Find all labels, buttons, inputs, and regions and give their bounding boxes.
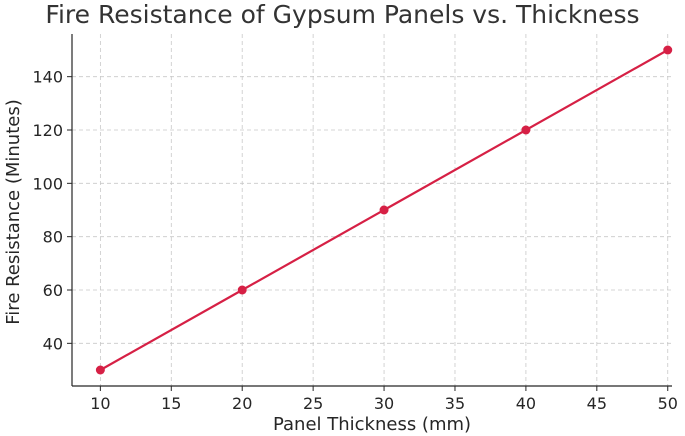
x-tick-label: 25 xyxy=(303,394,323,413)
y-tick-label: 140 xyxy=(32,68,63,87)
x-tick-label: 50 xyxy=(658,394,678,413)
data-point xyxy=(521,125,531,135)
series xyxy=(95,45,673,375)
y-axis-label: Fire Resistance (Minutes) xyxy=(3,99,24,325)
x-tick-label: 30 xyxy=(374,394,394,413)
x-tick-label: 35 xyxy=(445,394,465,413)
x-tick-label: 10 xyxy=(90,394,110,413)
data-point xyxy=(237,285,247,295)
data-point xyxy=(95,365,105,375)
data-point xyxy=(379,205,389,215)
y-tick-label: 60 xyxy=(43,281,63,300)
x-tick-label: 45 xyxy=(587,394,607,413)
y-tick-label: 40 xyxy=(43,334,63,353)
x-tick-label: 40 xyxy=(516,394,536,413)
y-tick-label: 100 xyxy=(32,174,63,193)
data-point xyxy=(663,45,673,55)
x-axis-label: Panel Thickness (mm) xyxy=(272,414,472,435)
x-tick-label: 15 xyxy=(161,394,181,413)
axes: 10 15 20 25 30 35 40 45 50 40 60 80 100 120 140 xyxy=(32,34,678,413)
x-tick-label: 20 xyxy=(232,394,252,413)
gridlines xyxy=(72,34,672,386)
y-tick-label: 120 xyxy=(32,121,63,140)
chart-title: Fire Resistance of Gypsum Panels vs. Thi… xyxy=(45,0,640,29)
y-tick-label: 80 xyxy=(43,228,63,247)
